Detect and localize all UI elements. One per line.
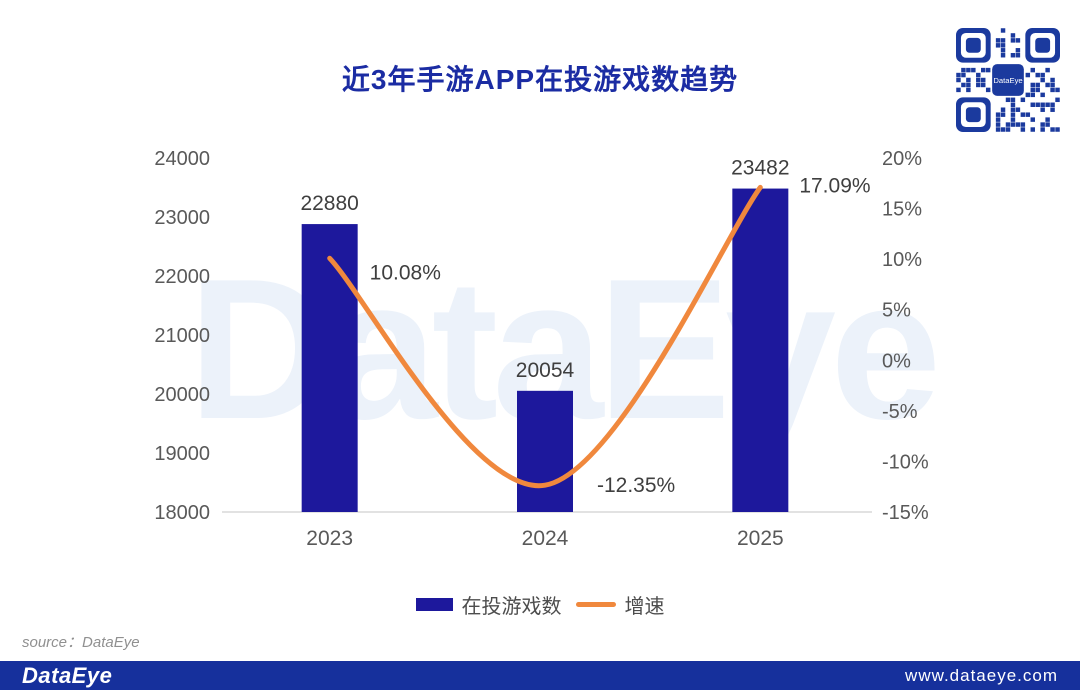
footer-website-url: www.dataeye.com xyxy=(905,665,1058,685)
x-axis-label: 2025 xyxy=(737,527,784,550)
bar-2024 xyxy=(517,390,573,512)
y-axis-left-tick-label: 24000 xyxy=(154,148,210,170)
bar-value-label: 22880 xyxy=(300,192,358,215)
y-axis-right-tick-label: 15% xyxy=(882,199,922,221)
footer-dataeye-logo: DataEye xyxy=(22,662,113,688)
bar-value-label: 20054 xyxy=(516,359,575,382)
y-axis-left-tick-label: 18000 xyxy=(154,502,210,524)
y-axis-right-tick-label: 10% xyxy=(882,249,922,271)
growth-rate-line xyxy=(327,184,763,488)
y-axis-right-tick-label: 0% xyxy=(882,350,911,372)
line-value-label: 10.08% xyxy=(370,261,441,284)
y-axis-right-tick-label: -5% xyxy=(882,401,918,423)
x-axis-label: 2023 xyxy=(306,527,353,550)
y-axis-left-tick-label: 19000 xyxy=(154,443,210,465)
y-axis-left-tick-label: 23000 xyxy=(154,207,210,229)
x-axis-label: 2024 xyxy=(522,527,569,550)
source-note: source：DataEye xyxy=(22,634,140,651)
y-axis-right-tick-label: -15% xyxy=(882,502,929,524)
line-value-label: -12.35% xyxy=(597,474,675,497)
qr-code-graphic: DataEye xyxy=(956,28,1060,132)
bar-series-label: 在投游戏数 xyxy=(461,596,562,618)
y-axis-left-tick-label: 20000 xyxy=(154,384,210,406)
legend-item-growth: 增速 xyxy=(575,590,665,619)
footer-bar: DataEye www.dataeye.com xyxy=(0,661,1080,690)
line-value-label: 17.09% xyxy=(799,174,870,197)
bar-series-swatch xyxy=(415,598,453,611)
legend-item-games: 在投游戏数 xyxy=(415,590,562,619)
line-series-label: 增速 xyxy=(624,596,665,618)
y-axis-right-tick-label: 20% xyxy=(882,148,922,170)
y-axis-left-tick-label: 22000 xyxy=(154,266,210,288)
bar-value-label: 23482 xyxy=(731,157,789,180)
chart-title: 近3年手游APP在投游戏数趋势 xyxy=(341,64,739,95)
svg-text:DataEye: DataEye xyxy=(993,76,1022,85)
bar-2023 xyxy=(301,224,358,512)
chart-legend: 在投游戏数 增速 xyxy=(0,590,1080,619)
line-series-swatch xyxy=(575,602,616,607)
y-axis-right-tick-label: 5% xyxy=(882,300,911,322)
bar-2025 xyxy=(732,188,789,512)
y-axis-left-tick-label: 21000 xyxy=(154,325,210,347)
y-axis-right-tick-label: -10% xyxy=(882,451,929,473)
qr-code: DataEye xyxy=(956,28,1060,132)
